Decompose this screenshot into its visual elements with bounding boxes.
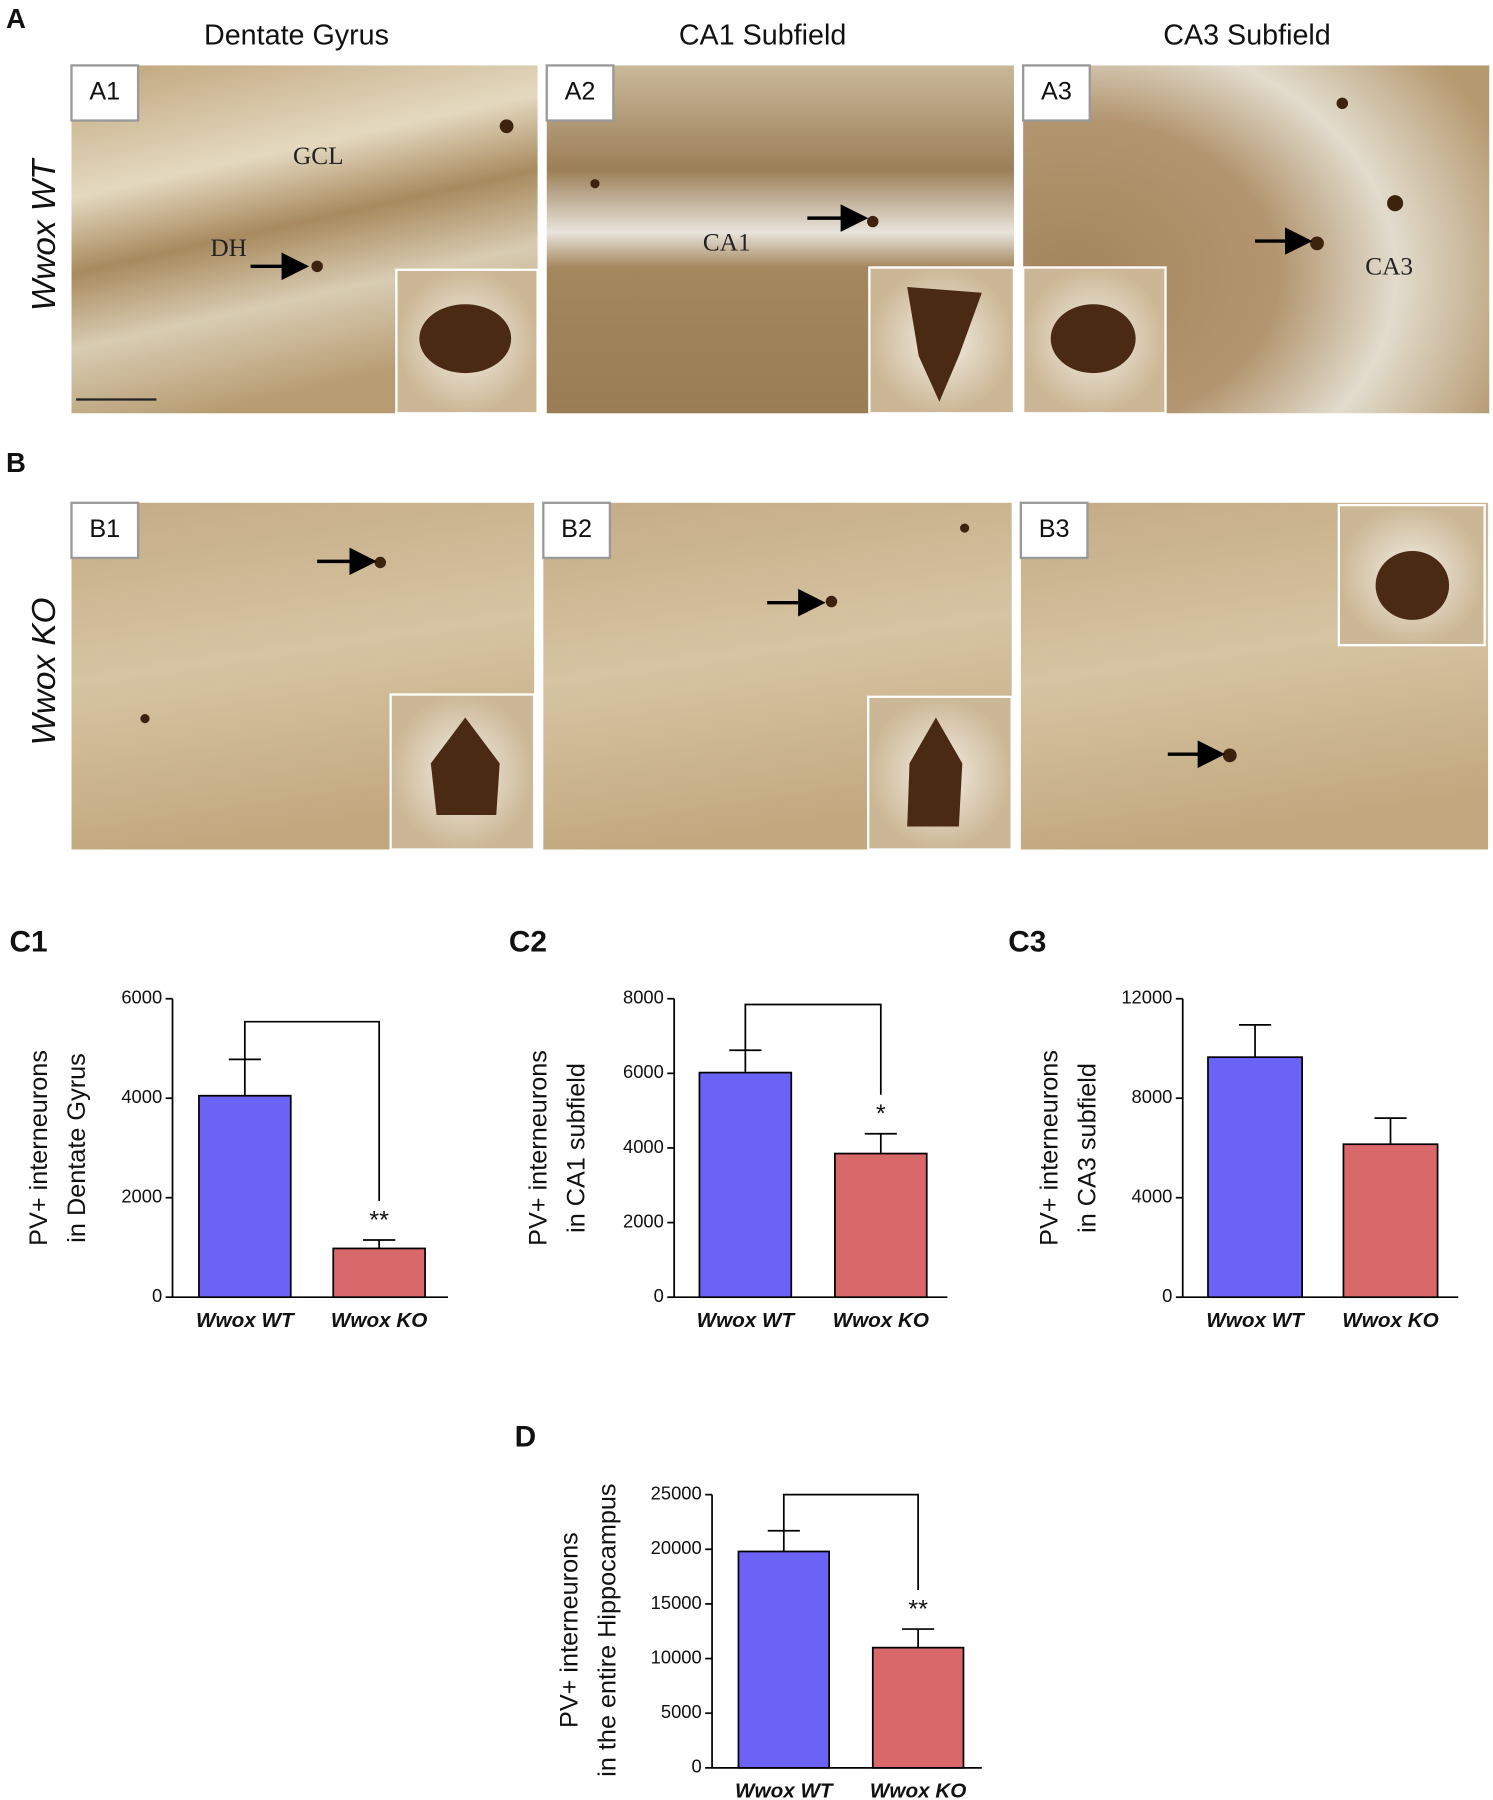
x-tick-label: Wwox KO [870,1779,966,1800]
image-label: A1 [89,78,120,106]
error-bar [729,1049,762,1073]
y-tick-label: 20000 [651,1537,702,1558]
image-label: A2 [565,78,596,106]
panel-label: C2 [509,925,547,958]
row-label: Wwox KO [26,598,63,746]
bar [1207,1056,1303,1299]
significance-bracket [744,1003,882,1095]
bar [1342,1143,1439,1299]
y-tick-label: 6000 [121,987,162,1008]
image-label: B1 [89,515,120,543]
x-tick-label: Wwox KO [331,1309,427,1332]
y-tick-label: 8000 [623,987,664,1008]
panel-label: D [515,1420,537,1453]
y-axis-label: in the entire Hippocampus [593,1483,621,1776]
y-tick-label: 0 [1162,1285,1172,1306]
panel-label: A [6,3,26,34]
y-axis-label: PV+ interneurons [556,1532,584,1728]
y-tick-label: 0 [654,1285,664,1306]
region-label: GCL [293,142,343,170]
error-bar [1374,1117,1407,1145]
y-tick-label: 5000 [661,1701,702,1722]
bar [871,1646,965,1769]
arrows [250,204,1313,768]
bar [737,1550,831,1769]
y-tick-label: 15000 [651,1592,702,1613]
x-tick-label: Wwox KO [833,1309,929,1332]
error-bar [363,1239,396,1249]
bar [698,1071,793,1299]
y-axis-label: PV+ interneurons [1035,1050,1063,1246]
region-label: CA1 [703,228,751,256]
error-bar [864,1132,897,1154]
panel-label: B [6,447,26,478]
y-tick-label: 0 [152,1285,162,1306]
error-bar [767,1529,800,1552]
y-tick-label: 25000 [651,1482,702,1503]
bar [332,1247,426,1299]
y-tick-label: 2000 [623,1210,664,1231]
row-label: Wwox WT [26,157,63,311]
inset-cells [419,286,1450,827]
significance-bracket [243,1020,381,1201]
y-tick-label: 4000 [1132,1186,1173,1207]
panel-label: C1 [10,925,48,958]
region-label: DH [210,234,246,262]
y-tick-label: 6000 [623,1061,664,1082]
image-label: B2 [561,515,592,543]
y-tick-label: 10000 [651,1646,702,1667]
image-label: A3 [1041,78,1072,106]
error-bar [902,1628,935,1648]
column-header: CA3 Subfield [1163,19,1330,51]
column-header: Dentate Gyrus [204,19,389,51]
significance-label: ** [908,1595,928,1623]
significance-label: ** [369,1206,389,1234]
cells [140,97,1404,763]
y-tick-label: 12000 [1121,987,1172,1008]
error-bar [228,1058,261,1096]
y-tick-label: 0 [692,1756,702,1777]
image-label: B3 [1039,515,1070,543]
y-axis-label: PV+ interneurons [525,1050,553,1246]
x-tick-label: Wwox WT [735,1779,835,1800]
bar [198,1094,292,1299]
y-axis-label: PV+ interneurons [25,1050,53,1246]
significance-bracket [782,1493,919,1591]
x-tick-label: Wwox WT [1206,1309,1306,1332]
y-tick-label: 4000 [121,1086,162,1107]
significance-label: * [876,1100,886,1128]
y-tick-label: 4000 [623,1136,664,1157]
image-labels [70,64,1091,560]
y-axis-label: in CA1 subfield [562,1063,590,1233]
y-tick-label: 2000 [121,1186,162,1207]
y-tick-label: 8000 [1132,1086,1173,1107]
x-tick-label: Wwox KO [1342,1309,1438,1332]
error-bar [1238,1023,1272,1058]
y-axis-label: in CA3 subfield [1073,1063,1101,1233]
x-tick-label: Wwox WT [697,1309,797,1332]
y-axis-label: in Dentate Gyrus [63,1053,91,1242]
x-tick-label: Wwox WT [196,1309,296,1332]
panel-label: C3 [1008,925,1046,958]
column-header: CA1 Subfield [679,19,846,51]
region-label: CA3 [1365,252,1413,280]
bar [834,1152,928,1299]
